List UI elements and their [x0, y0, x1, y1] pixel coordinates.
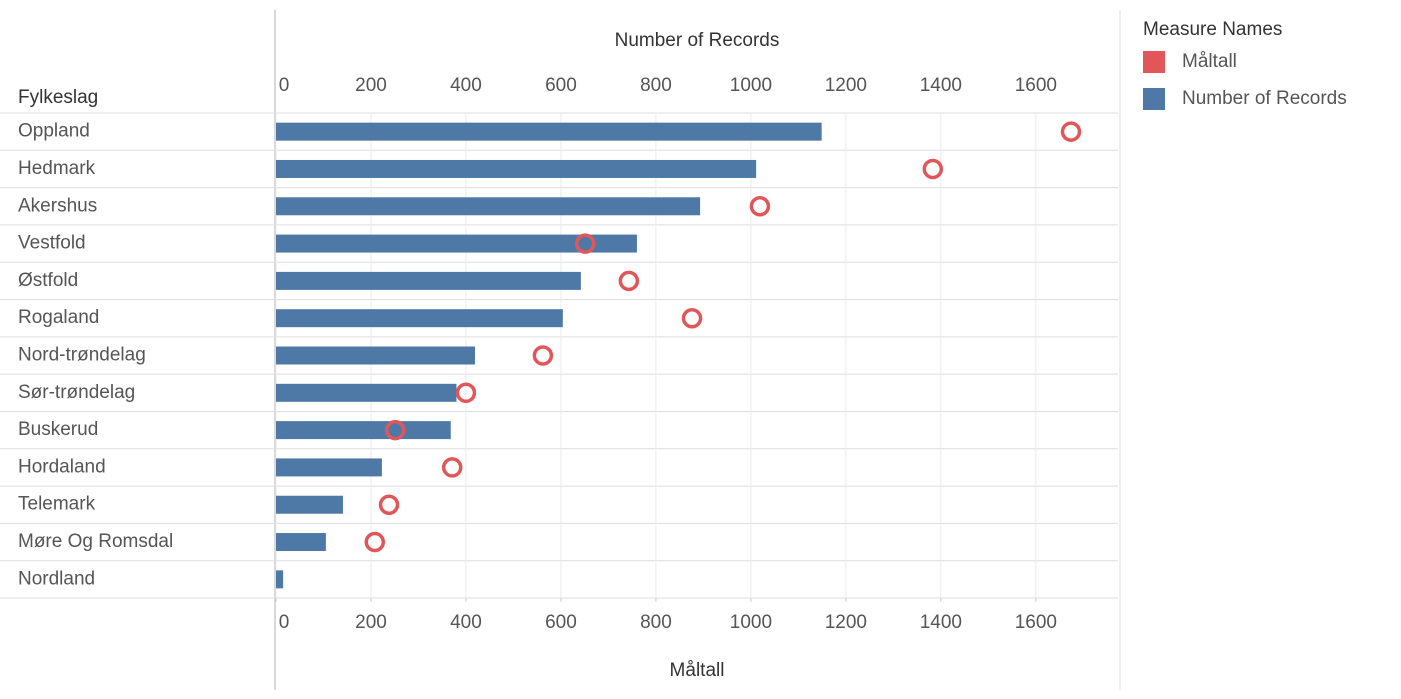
- target-marker: [455, 382, 477, 404]
- bar: [276, 570, 284, 589]
- target-marker: [364, 531, 386, 553]
- bottom-tick-label: 200: [355, 612, 387, 633]
- target-marker: [378, 494, 400, 515]
- bar: [276, 346, 475, 365]
- row-label: Nordland: [18, 568, 95, 589]
- bar: [276, 234, 637, 253]
- bottom-tick-label: 1200: [825, 612, 867, 633]
- row-label: Østfold: [18, 270, 78, 291]
- bar: [276, 383, 457, 402]
- bar: [276, 271, 581, 290]
- legend-title: Measure Names: [1143, 19, 1282, 40]
- top-tick-label: 400: [450, 75, 482, 96]
- top-tick-label: 800: [640, 75, 672, 96]
- target-marker: [922, 158, 944, 180]
- row-label: Møre Og Romsdal: [18, 531, 173, 552]
- bottom-tick-label: 1400: [920, 612, 962, 633]
- bottom-tick-label: 400: [450, 612, 482, 633]
- bar: [276, 159, 757, 178]
- bar: [276, 309, 563, 328]
- row-label: Hedmark: [18, 158, 96, 179]
- bottom-axis-title: Måltall: [670, 660, 725, 681]
- target-marker: [749, 196, 771, 217]
- row-label: Akershus: [18, 195, 97, 216]
- target-marker: [384, 419, 406, 441]
- bar: [276, 122, 822, 141]
- target-marker: [618, 270, 640, 292]
- bar: [276, 197, 701, 216]
- top-tick-label: 200: [355, 75, 387, 96]
- legend-label: Måltall: [1182, 51, 1237, 72]
- bottom-tick-label: 800: [640, 612, 672, 633]
- row-label: Rogaland: [18, 307, 99, 328]
- row-label: Sør-trøndelag: [18, 382, 135, 403]
- top-tick-label: 1400: [920, 75, 962, 96]
- row-label: Hordaland: [18, 456, 106, 477]
- bar: [276, 458, 382, 477]
- legend-swatch: [1143, 88, 1165, 110]
- bottom-tick-label: 1600: [1015, 612, 1057, 633]
- row-label: Oppland: [18, 121, 90, 142]
- target-marker: [1060, 121, 1082, 142]
- row-header: Fylkeslag: [18, 87, 98, 108]
- target-marker: [532, 345, 554, 366]
- bottom-tick-label: 1000: [730, 612, 772, 633]
- bar: [276, 533, 326, 552]
- bar: [276, 421, 451, 440]
- bar: [276, 495, 343, 514]
- legend-label: Number of Records: [1182, 88, 1347, 109]
- target-marker: [574, 233, 596, 254]
- top-axis-title: Number of Records: [615, 30, 780, 51]
- top-tick-label: 600: [545, 75, 577, 96]
- top-tick-label: 1200: [825, 75, 867, 96]
- target-marker: [441, 457, 463, 478]
- target-marker: [681, 307, 703, 329]
- bottom-tick-label: 600: [545, 612, 577, 633]
- top-tick-label: 1000: [730, 75, 772, 96]
- row-label: Telemark: [18, 494, 96, 515]
- bottom-tick-label: 0: [279, 612, 290, 633]
- row-label: Buskerud: [18, 419, 98, 440]
- top-tick-label: 1600: [1015, 75, 1057, 96]
- legend-swatch: [1143, 51, 1165, 73]
- row-label: Vestfold: [18, 233, 86, 254]
- top-tick-label: 0: [279, 75, 290, 96]
- row-label: Nord-trøndelag: [18, 345, 146, 366]
